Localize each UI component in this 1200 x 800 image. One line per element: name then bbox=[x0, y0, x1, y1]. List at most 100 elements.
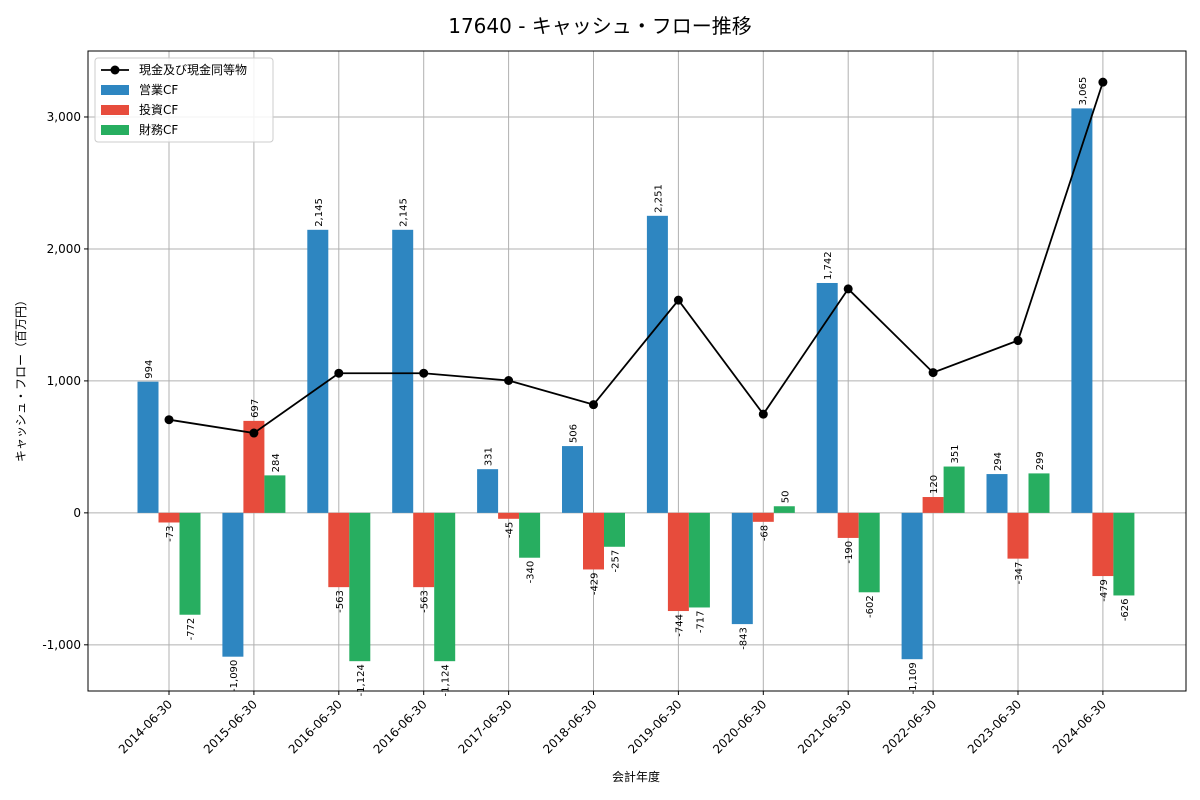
bar bbox=[667, 512, 689, 612]
bar bbox=[137, 381, 159, 513]
x-tick-label: 2019-06-30 bbox=[625, 697, 684, 756]
bar-value-label: -626 bbox=[1120, 598, 1131, 621]
bar bbox=[901, 512, 923, 660]
bar bbox=[943, 466, 965, 513]
bar-value-label: -744 bbox=[674, 614, 685, 637]
bar bbox=[498, 512, 520, 519]
data-labels-layer: 994 -1,090 2,145 2,145 331 506 2,251 -843 1,742 -… bbox=[144, 77, 1131, 697]
bar bbox=[773, 506, 795, 513]
bar-value-label: 994 bbox=[144, 360, 155, 379]
bar-value-label: -45 bbox=[505, 522, 516, 538]
bar-value-label: -563 bbox=[420, 590, 431, 613]
bar-value-label: 294 bbox=[993, 452, 1004, 471]
bar-value-label: 50 bbox=[780, 491, 791, 504]
bar bbox=[349, 512, 371, 662]
bar bbox=[434, 512, 456, 662]
bar-value-label: -479 bbox=[1099, 579, 1110, 602]
legend-label: 営業CF bbox=[139, 83, 178, 97]
bar-value-label: 2,145 bbox=[399, 198, 410, 227]
legend-box bbox=[94, 57, 274, 143]
cash-point bbox=[1013, 336, 1023, 346]
bar bbox=[1028, 473, 1050, 513]
bar bbox=[646, 215, 668, 513]
bar-value-label: -602 bbox=[865, 595, 876, 618]
cash-point bbox=[419, 368, 429, 378]
plot-frame bbox=[87, 50, 1187, 692]
x-tick-label: 2023-06-30 bbox=[965, 697, 1024, 756]
cash-point bbox=[589, 400, 598, 410]
cash-point bbox=[249, 428, 259, 438]
x-tick-label: 2014-06-30 bbox=[116, 697, 175, 756]
x-tick-label: 2020-06-30 bbox=[710, 697, 769, 756]
bar-value-label: -1,109 bbox=[908, 662, 919, 694]
bar bbox=[477, 469, 499, 513]
bar bbox=[816, 282, 838, 513]
grid-layer bbox=[88, 51, 1186, 691]
bar bbox=[1113, 512, 1135, 596]
bar-value-label: 1,742 bbox=[823, 251, 834, 280]
x-tick-label: 2015-06-30 bbox=[201, 697, 260, 756]
bar bbox=[392, 229, 414, 513]
x-tick-label: 2024-06-30 bbox=[1050, 697, 1109, 756]
bar-value-label: 506 bbox=[569, 424, 580, 443]
legend-label: 現金及び現金同等物 bbox=[139, 62, 247, 77]
bar-value-label: -772 bbox=[186, 618, 197, 641]
legend-label: 財務CF bbox=[139, 122, 178, 137]
legend-point-swatch bbox=[110, 65, 120, 75]
bar bbox=[731, 512, 753, 625]
x-tick-label: 2021-06-30 bbox=[795, 697, 854, 756]
bar bbox=[1092, 512, 1114, 577]
legend-bar-swatch bbox=[101, 105, 129, 115]
bar bbox=[858, 512, 880, 593]
x-tick-label: 2022-06-30 bbox=[880, 697, 939, 756]
cash-line bbox=[168, 81, 1104, 434]
bar-value-label: -340 bbox=[526, 561, 537, 584]
y-tick-label: 1,000 bbox=[47, 374, 81, 388]
bar bbox=[1071, 108, 1093, 513]
bar-value-label: -843 bbox=[738, 627, 749, 650]
bar bbox=[328, 512, 350, 588]
bar bbox=[158, 512, 180, 523]
y-tick-label: 3,000 bbox=[47, 110, 81, 124]
cash-point bbox=[928, 368, 938, 378]
bar-value-label: -1,124 bbox=[441, 664, 452, 696]
legend-bar-swatch bbox=[101, 85, 129, 95]
bar-value-label: 284 bbox=[271, 453, 282, 472]
bar bbox=[307, 229, 329, 513]
bar bbox=[688, 512, 710, 608]
bar-value-label: -257 bbox=[611, 550, 622, 573]
cash-point bbox=[1098, 77, 1108, 87]
bar-value-label: -73 bbox=[165, 525, 176, 541]
legend-label: 投資CF bbox=[139, 102, 178, 117]
cash-point bbox=[758, 409, 768, 419]
bar-value-label: -563 bbox=[335, 590, 346, 613]
bar-value-label: 2,145 bbox=[314, 198, 325, 227]
x-axis-title: 会計年度 bbox=[612, 769, 660, 784]
bar bbox=[604, 512, 625, 547]
cash-point bbox=[843, 284, 853, 294]
bar-value-label: -717 bbox=[695, 610, 706, 633]
x-tick-label: 2017-06-30 bbox=[456, 697, 515, 756]
line-layer bbox=[164, 77, 1108, 438]
bar bbox=[837, 512, 859, 538]
y-tick-label: 2,000 bbox=[47, 242, 81, 256]
bar-value-label: 331 bbox=[484, 447, 495, 466]
bar-value-label: 351 bbox=[950, 444, 961, 463]
bar-value-label: -1,124 bbox=[356, 664, 367, 696]
y-tick-label: 0 bbox=[73, 506, 81, 520]
bar-value-label: -429 bbox=[590, 572, 601, 595]
bar bbox=[986, 474, 1008, 513]
cash-point bbox=[164, 415, 174, 425]
bar-value-label: 120 bbox=[929, 475, 940, 494]
axes-layer: -1,000 0 1,000 2,000 3,000 2014-06-30 2015-06-… bbox=[42, 50, 1187, 756]
bar-value-label: 3,065 bbox=[1078, 77, 1089, 106]
bar bbox=[179, 512, 201, 615]
bar-value-label: 299 bbox=[1035, 451, 1046, 470]
x-tick-label: 2016-06-30 bbox=[286, 697, 345, 756]
bar bbox=[264, 475, 286, 513]
cash-point bbox=[334, 368, 344, 378]
x-tick-label: 2018-06-30 bbox=[540, 697, 599, 756]
bar bbox=[1007, 512, 1029, 559]
cash-point bbox=[673, 295, 683, 305]
